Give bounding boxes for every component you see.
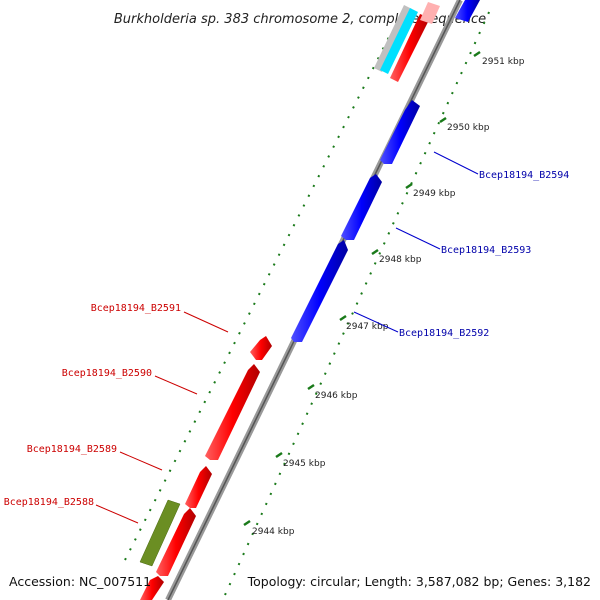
olive-gene bbox=[139, 499, 181, 567]
tick-marks bbox=[243, 50, 481, 527]
accession-text: Accession: NC_007511 bbox=[9, 574, 151, 589]
gene-arrow-b2590[interactable] bbox=[205, 364, 260, 460]
gene-label-b2588[interactable]: Bcep18194_B2588 bbox=[4, 497, 94, 508]
tick-label-2949: 2949 kbp bbox=[413, 189, 456, 199]
gene-label-b2594[interactable]: Bcep18194_B2594 bbox=[479, 170, 569, 181]
gene-label-b2592[interactable]: Bcep18194_B2592 bbox=[399, 328, 489, 339]
tick-label-2945: 2945 kbp bbox=[283, 459, 326, 469]
map-title: Burkholderia sp. 383 chromosome 2, compl… bbox=[114, 12, 486, 27]
tick-label-2951: 2951 kbp bbox=[482, 57, 525, 67]
gene-label-b2589[interactable]: Bcep18194_B2589 bbox=[27, 444, 117, 455]
gene-arrow-partial[interactable] bbox=[140, 576, 164, 600]
gene-arrow-olive[interactable] bbox=[139, 499, 181, 567]
gene-arrow-b2593[interactable] bbox=[341, 174, 382, 240]
gene-arrow-b2594[interactable] bbox=[380, 100, 420, 164]
gene-arrow-b2592[interactable] bbox=[291, 240, 348, 342]
inner-dotted-ring bbox=[124, 34, 391, 561]
tick-label-2948: 2948 kbp bbox=[379, 255, 422, 265]
reverse-genes bbox=[291, 100, 420, 342]
forward-genes bbox=[140, 336, 272, 600]
tick-label-2944: 2944 kbp bbox=[252, 527, 295, 537]
topology-summary: Topology: circular; Length: 3,587,082 bp… bbox=[247, 574, 591, 589]
gene-arrow-b2591[interactable] bbox=[250, 336, 272, 360]
gene-label-b2593[interactable]: Bcep18194_B2593 bbox=[441, 245, 531, 256]
gene-label-b2591[interactable]: Bcep18194_B2591 bbox=[91, 303, 181, 314]
top-gene-cluster bbox=[374, 0, 480, 82]
tick-label-2947: 2947 kbp bbox=[346, 322, 389, 332]
gene-label-b2590[interactable]: Bcep18194_B2590 bbox=[62, 368, 152, 379]
reverse-gene-labels: Bcep18194_B2594 Bcep18194_B2593 Bcep1819… bbox=[353, 151, 569, 339]
gene-arrow-b2588[interactable] bbox=[156, 508, 196, 576]
tick-label-2946: 2946 kbp bbox=[315, 391, 358, 401]
forward-gene-labels: Bcep18194_B2591 Bcep18194_B2590 Bcep1819… bbox=[4, 303, 229, 524]
tick-label-2950: 2950 kbp bbox=[447, 123, 490, 133]
gene-arrow-b2589[interactable] bbox=[185, 466, 212, 508]
tick-labels: 2951 kbp 2950 kbp 2949 kbp 2948 kbp 2947… bbox=[252, 57, 525, 537]
